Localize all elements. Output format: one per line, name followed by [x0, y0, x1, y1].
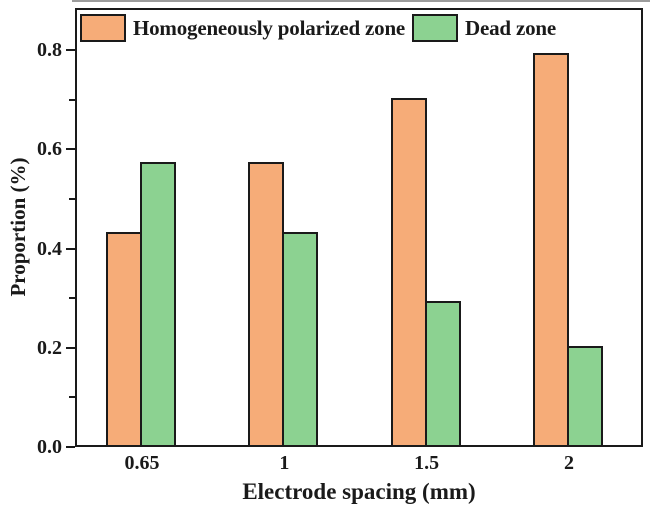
bar-dead-zone-1.5 [424, 301, 461, 445]
y-tick-label: 0.2 [37, 336, 62, 359]
plot-area: Homogeneously polarized zone Dead zone [75, 8, 643, 447]
x-tick-label: 2 [563, 452, 574, 474]
y-major-tick [66, 446, 75, 448]
legend: Homogeneously polarized zone Dead zone [80, 14, 556, 42]
bar-dead-zone-2 [566, 346, 603, 445]
x-tick-label: 0.65 [124, 452, 160, 474]
legend-label-homogeneously-polarized-zone: Homogeneously polarized zone [133, 16, 406, 40]
x-tick-label: 1 [279, 452, 290, 474]
y-major-tick [66, 49, 75, 52]
bar-dead-zone-0.65 [140, 162, 176, 445]
y-tick-label: 0.0 [37, 436, 62, 458]
bar-homogeneously-polarized-zone-0.65 [106, 232, 142, 445]
y-major-tick [66, 148, 75, 151]
y-minor-tick [69, 98, 75, 101]
y-tick-label: 0.8 [37, 39, 62, 62]
y-minor-tick [69, 297, 75, 300]
bar-dead-zone-1 [282, 232, 319, 445]
figure-top-edge [72, 0, 650, 2]
legend-label-dead-zone: Dead zone [465, 16, 556, 40]
bar-homogeneously-polarized-zone-2 [532, 53, 569, 445]
y-major-tick [66, 346, 75, 349]
x-tick-label: 1.5 [414, 452, 440, 474]
y-tick-label: 0.6 [37, 138, 62, 161]
legend-swatch-homogeneously-polarized-zone [80, 14, 126, 42]
y-tick-label: 0.4 [37, 237, 62, 260]
y-minor-tick [69, 396, 75, 399]
bar-homogeneously-polarized-zone-1 [248, 162, 285, 445]
x-axis-title: Electrode spacing (mm) [242, 479, 476, 504]
legend-swatch-dead-zone [412, 14, 459, 42]
y-minor-tick [69, 198, 75, 200]
y-major-tick [66, 247, 75, 250]
bar-homogeneously-polarized-zone-1.5 [390, 98, 427, 445]
